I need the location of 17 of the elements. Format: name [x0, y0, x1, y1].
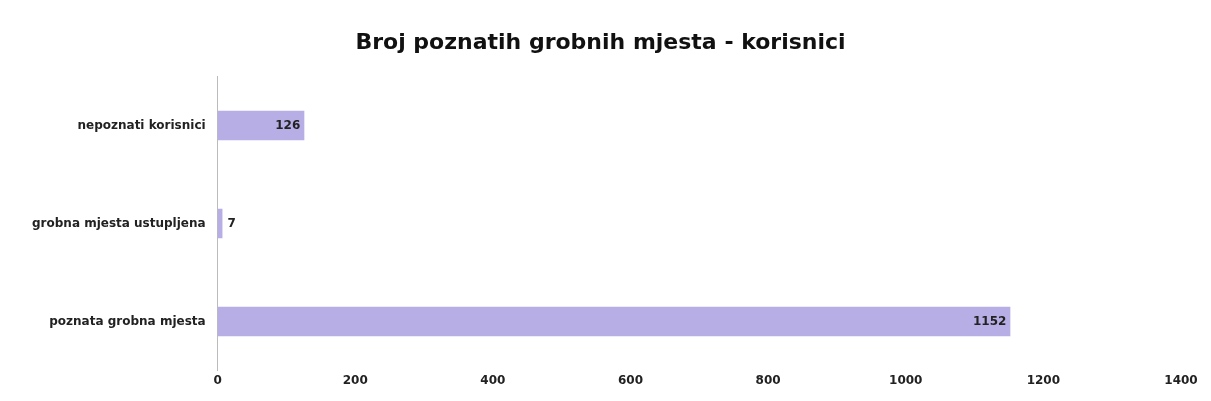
y-tick-label: grobna mjesta ustupljena	[31, 215, 206, 230]
x-tick-label: 1200	[1026, 372, 1061, 387]
data-label: 126	[275, 117, 301, 132]
x-tick-label: 400	[480, 372, 506, 387]
chart-title: Broj poznatih grobnih mjesta - korisnici	[355, 28, 846, 54]
data-label: 7	[227, 215, 236, 230]
x-tick-label: 1000	[889, 372, 923, 387]
bar	[217, 110, 305, 141]
y-tick-label: nepoznati korisnici	[77, 117, 206, 132]
x-tick-label: 0	[213, 372, 222, 387]
bar	[217, 306, 1011, 337]
x-tick-label: 200	[342, 372, 368, 387]
x-tick-label: 1400	[1164, 372, 1198, 387]
y-tick-label: poznata grobna mjesta	[49, 313, 206, 328]
data-label: 1152	[972, 313, 1007, 328]
x-tick-label: 600	[617, 372, 644, 387]
x-tick-label: 800	[755, 372, 781, 387]
